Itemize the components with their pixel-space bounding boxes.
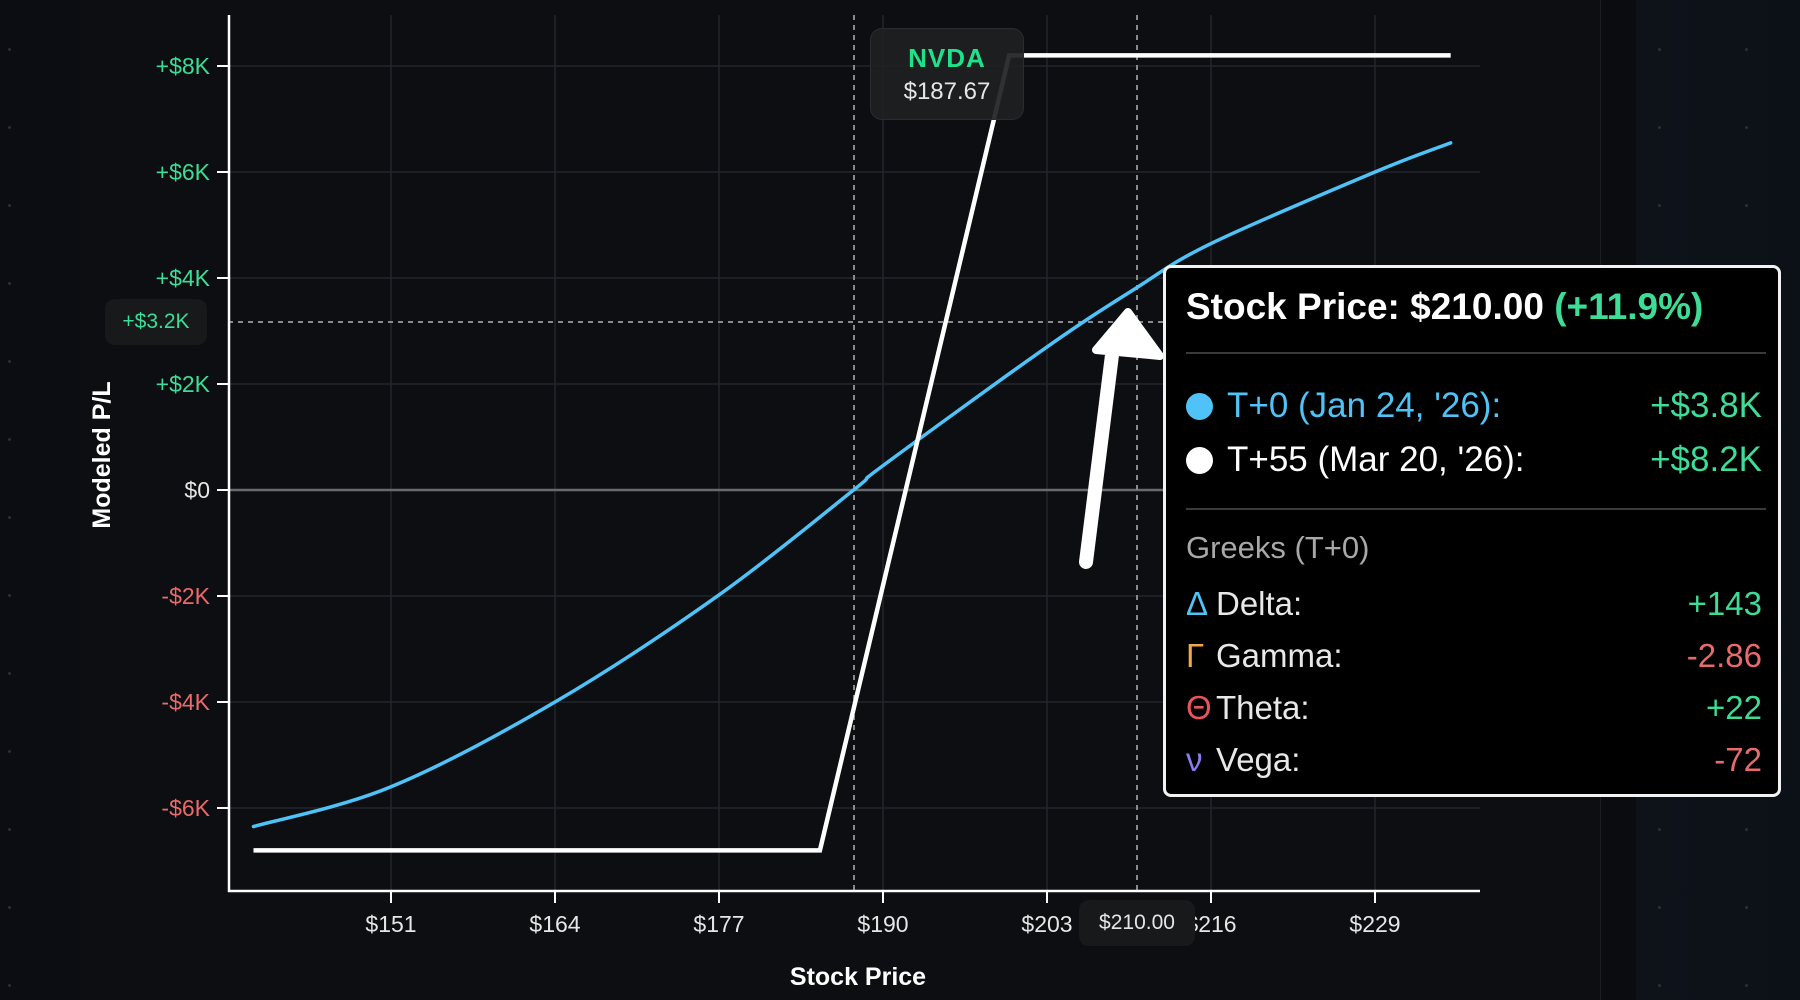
- background-dot: [8, 594, 11, 597]
- x-axis-title: Stock Price: [790, 963, 926, 991]
- ticker-badge: NVDA $187.67: [870, 28, 1024, 120]
- background-dot: [8, 126, 11, 129]
- x-tick-label: $151: [365, 911, 416, 937]
- y-axis-title: Modeled P/L: [88, 381, 116, 528]
- crosshair-x-value: $210.00: [1099, 911, 1175, 934]
- crosshair-y-value-label: +$3.2K: [105, 299, 207, 345]
- y-tick-label: -$4K: [161, 689, 210, 715]
- x-tick-label: $164: [529, 911, 580, 937]
- x-tick-label: $229: [1349, 911, 1400, 937]
- x-axis-ticks: $151 $164 $177 $190 $203 $216 $229: [365, 891, 1401, 937]
- background-dot: [8, 48, 11, 51]
- background-dot: [8, 516, 11, 519]
- greeks-header: Greeks (T+0): [1186, 530, 1370, 565]
- left-gutter: [0, 0, 80, 1000]
- arrow-annotation-icon: [1079, 308, 1164, 569]
- tooltip-series-row-t55: T+55 (Mar 20, '26): +$8.2K: [1186, 438, 1762, 482]
- t0-series-value: +$3.8K: [1650, 386, 1762, 425]
- background-dot: [8, 360, 11, 363]
- tooltip-title: Stock Price: $210.00 (+11.9%): [1186, 286, 1703, 328]
- y-tick-label: +$6K: [156, 159, 211, 185]
- background-dot: [8, 672, 11, 675]
- vega-icon: ν: [1186, 741, 1203, 778]
- expiry-pl-line[interactable]: [253, 53, 1451, 853]
- background-dot: [1658, 48, 1661, 51]
- y-tick-label: $0: [184, 477, 210, 503]
- y-tick-label: +$4K: [156, 265, 211, 291]
- greek-row-delta: Δ Delta: +143: [1186, 583, 1762, 625]
- t0-series-label: T+0 (Jan 24, '26):: [1227, 386, 1502, 425]
- background-dot: [1745, 984, 1748, 987]
- background-dot: [1658, 984, 1661, 987]
- background-dot: [8, 906, 11, 909]
- x-tick-label: $203: [1021, 911, 1072, 937]
- greek-label: Gamma:: [1216, 637, 1343, 674]
- greek-label: Theta:: [1216, 689, 1310, 726]
- tooltip-series-row-t0: T+0 (Jan 24, '26): +$3.8K: [1186, 384, 1762, 428]
- greek-value: -2.86: [1686, 637, 1762, 674]
- background-dot: [1745, 828, 1748, 831]
- greek-row-theta: Θ Theta: +22: [1186, 687, 1762, 729]
- tooltip-stock-price: Stock Price: $210.00: [1186, 286, 1544, 327]
- background-dot: [1745, 48, 1748, 51]
- tooltip-divider: [1186, 508, 1766, 510]
- greek-label: Delta:: [1216, 585, 1303, 622]
- background-dot: [8, 204, 11, 207]
- y-tick-label: +$2K: [156, 371, 211, 397]
- greek-label: Vega:: [1216, 741, 1301, 778]
- gamma-icon: Γ: [1186, 637, 1205, 674]
- background-dot: [1658, 126, 1661, 129]
- y-tick-label: +$8K: [156, 53, 211, 79]
- greek-value: -72: [1714, 741, 1762, 778]
- background-dot: [1658, 204, 1661, 207]
- x-tick-label: $190: [857, 911, 908, 937]
- greek-value: +143: [1687, 585, 1762, 622]
- background-dot: [8, 828, 11, 831]
- background-dot: [1658, 906, 1661, 909]
- greek-row-gamma: Γ Gamma: -2.86: [1186, 635, 1762, 677]
- background-dot: [8, 984, 11, 987]
- background-dot: [8, 438, 11, 441]
- background-dot: [8, 282, 11, 285]
- hover-tooltip: Stock Price: $210.00 (+11.9%) T+0 (Jan 2…: [1163, 265, 1781, 797]
- t55-series-value: +$8.2K: [1650, 440, 1762, 479]
- theta-icon: Θ: [1186, 689, 1212, 726]
- t55-series-label: T+55 (Mar 20, '26):: [1227, 440, 1525, 479]
- t0-legend-dot-icon: [1186, 392, 1213, 420]
- t55-legend-dot-icon: [1186, 446, 1213, 474]
- background-dot: [1745, 126, 1748, 129]
- greek-value: +22: [1706, 689, 1762, 726]
- crosshair-y-value: +$3.2K: [122, 310, 190, 333]
- greek-row-vega: ν Vega: -72: [1186, 739, 1762, 781]
- t0-pl-curve[interactable]: [251, 141, 1453, 829]
- background-dot: [1658, 828, 1661, 831]
- ticker-symbol: NVDA: [908, 42, 986, 73]
- background-dot: [8, 750, 11, 753]
- crosshair-x-value-label: $210.00: [1079, 900, 1195, 946]
- background-dot: [1745, 204, 1748, 207]
- x-tick-label: $177: [693, 911, 744, 937]
- tooltip-price-change: (+11.9%): [1554, 286, 1704, 327]
- tooltip-divider: [1186, 352, 1766, 354]
- background-dot: [1745, 906, 1748, 909]
- y-tick-label: -$2K: [161, 583, 210, 609]
- delta-icon: Δ: [1186, 585, 1209, 622]
- y-axis-ticks: +$8K +$6K +$4K +$2K $0 -$2K -$4K -$6K: [156, 53, 229, 821]
- ticker-price: $187.67: [903, 77, 991, 105]
- y-tick-label: -$6K: [161, 795, 210, 821]
